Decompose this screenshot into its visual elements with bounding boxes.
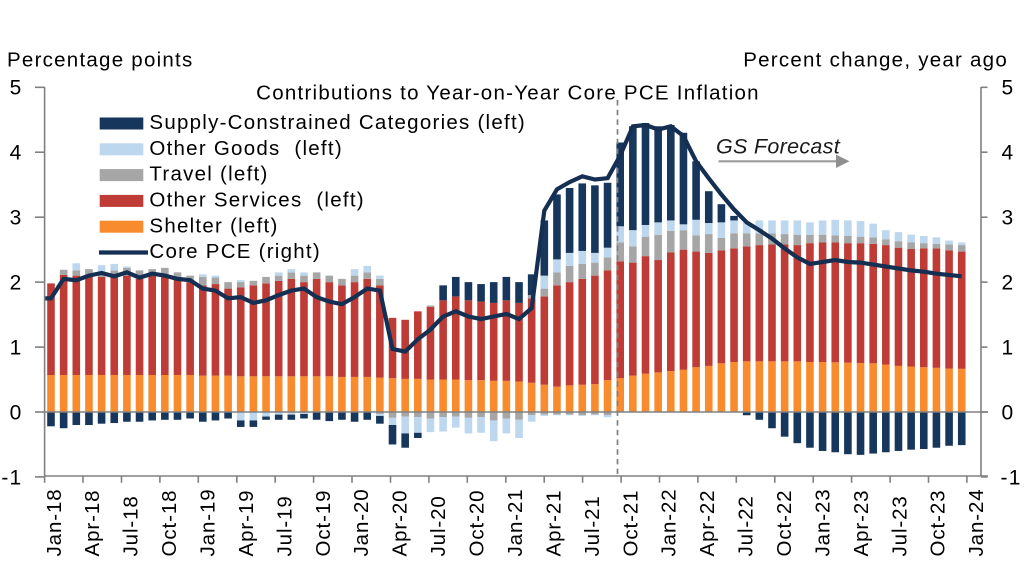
svg-text:Core PCE (right): Core PCE (right) bbox=[149, 240, 321, 263]
svg-text:Jul-18: Jul-18 bbox=[120, 495, 143, 556]
svg-text:Apr-22: Apr-22 bbox=[696, 490, 719, 557]
svg-text:GS Forecast: GS Forecast bbox=[716, 135, 841, 159]
svg-text:Contributions to Year-on-Year: Contributions to Year-on-Year Core PCE I… bbox=[256, 82, 760, 105]
svg-text:Oct-20: Oct-20 bbox=[466, 490, 489, 557]
svg-text:Jul-23: Jul-23 bbox=[888, 495, 911, 556]
svg-text:Jan-23: Jan-23 bbox=[811, 488, 834, 556]
svg-text:3: 3 bbox=[1002, 207, 1015, 230]
svg-text:-1: -1 bbox=[1001, 466, 1022, 489]
svg-text:Apr-21: Apr-21 bbox=[542, 490, 565, 557]
svg-text:Jan-21: Jan-21 bbox=[504, 488, 527, 556]
svg-text:5: 5 bbox=[10, 77, 23, 100]
svg-text:Other Goods (left): Other Goods (left) bbox=[149, 137, 343, 160]
svg-text:Apr-20: Apr-20 bbox=[389, 490, 412, 557]
svg-text:Jan-24: Jan-24 bbox=[965, 488, 988, 556]
svg-text:Oct-21: Oct-21 bbox=[619, 490, 642, 557]
svg-text:2: 2 bbox=[1002, 272, 1015, 295]
svg-text:1: 1 bbox=[1002, 337, 1015, 360]
svg-text:Jul-20: Jul-20 bbox=[427, 495, 450, 556]
svg-text:3: 3 bbox=[10, 207, 23, 230]
svg-text:Jan-20: Jan-20 bbox=[350, 488, 373, 556]
svg-text:Percent change, year ago: Percent change, year ago bbox=[743, 49, 1008, 72]
svg-text:Jan-19: Jan-19 bbox=[197, 488, 220, 556]
svg-text:Shelter (left): Shelter (left) bbox=[149, 214, 278, 237]
svg-text:Jan-22: Jan-22 bbox=[658, 488, 681, 556]
svg-text:Oct-23: Oct-23 bbox=[927, 490, 950, 557]
svg-text:Supply-Constrained Categories: Supply-Constrained Categories (left) bbox=[149, 111, 526, 134]
svg-text:Jan-18: Jan-18 bbox=[43, 488, 66, 556]
svg-text:5: 5 bbox=[1002, 77, 1015, 100]
svg-text:0: 0 bbox=[10, 401, 23, 424]
svg-text:Jul-21: Jul-21 bbox=[581, 495, 604, 556]
svg-text:Oct-18: Oct-18 bbox=[158, 490, 181, 557]
svg-text:4: 4 bbox=[10, 142, 23, 165]
svg-text:-1: -1 bbox=[1, 466, 22, 489]
svg-text:Apr-23: Apr-23 bbox=[850, 490, 873, 557]
svg-text:Apr-19: Apr-19 bbox=[235, 490, 258, 557]
svg-text:4: 4 bbox=[1002, 142, 1015, 165]
svg-text:0: 0 bbox=[1002, 401, 1015, 424]
svg-text:1: 1 bbox=[10, 337, 23, 360]
svg-text:Jul-22: Jul-22 bbox=[735, 495, 758, 556]
svg-text:Apr-18: Apr-18 bbox=[81, 490, 104, 557]
svg-text:Oct-19: Oct-19 bbox=[312, 490, 335, 557]
svg-text:2: 2 bbox=[10, 272, 23, 295]
svg-text:Other Services (left): Other Services (left) bbox=[149, 189, 364, 212]
svg-text:Travel (left): Travel (left) bbox=[149, 163, 268, 186]
svg-text:Oct-22: Oct-22 bbox=[773, 490, 796, 557]
svg-text:Percentage points: Percentage points bbox=[7, 49, 194, 72]
svg-text:Jul-19: Jul-19 bbox=[273, 495, 296, 556]
